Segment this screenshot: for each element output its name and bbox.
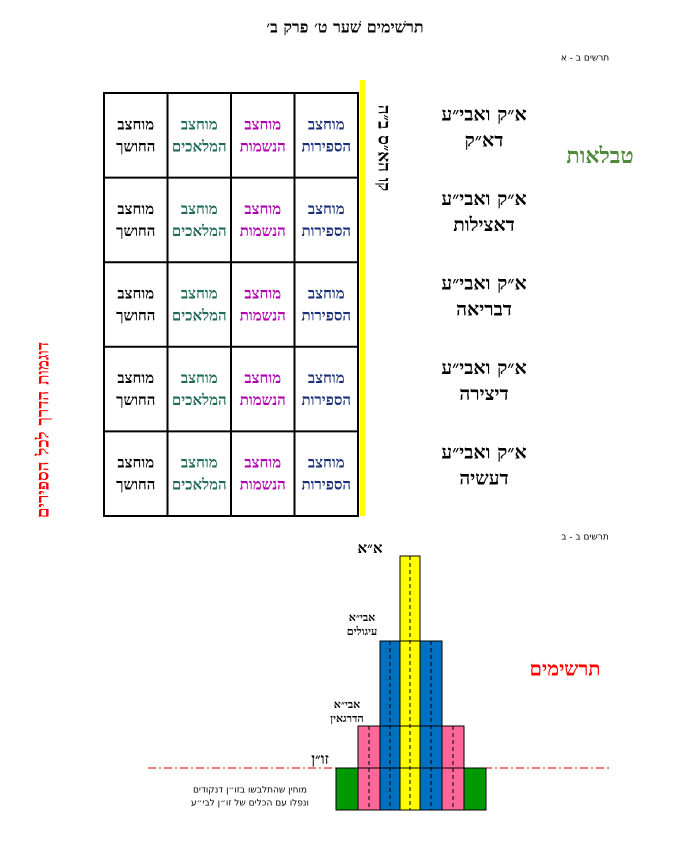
figure-label: תרשים ב - א <box>561 54 609 64</box>
chart-label: אבי״א <box>334 698 361 711</box>
cell-text: החושך <box>116 222 155 240</box>
cell-text: מוחצב <box>181 115 218 133</box>
cell-text: המלאכים <box>172 391 227 409</box>
cell-text: המלאכים <box>172 307 227 325</box>
chart-label: עיגולים <box>347 625 377 638</box>
line-label: קו הא״ס ב״ה <box>374 105 394 192</box>
cell-text: הספירות <box>301 137 351 155</box>
world-label: א״ק ואבי״ע <box>441 103 526 125</box>
cell-text: מוחצב <box>308 454 345 472</box>
bar <box>463 767 487 811</box>
cell-text: מוחצב <box>181 200 218 218</box>
cell-text: מוחצב <box>181 285 218 303</box>
chart-label: הדרגאין <box>330 712 363 725</box>
note: מוחין שהתלבשו בזו״ן דנקודים <box>193 786 307 796</box>
cell-text: הנשמות <box>240 137 286 155</box>
world-label: דיצירה <box>459 383 508 405</box>
world-label: א״ק ואבי״ע <box>441 442 526 464</box>
cell-text: מוחצב <box>244 115 281 133</box>
cell-text: הספירות <box>301 391 351 409</box>
title: תרשׁימים שׁער ט׳ פרק ב׳ <box>266 18 423 37</box>
cell-text: מוחצב <box>117 454 154 472</box>
cell-text: מוחצב <box>117 285 154 303</box>
cell-text: מוחצב <box>181 454 218 472</box>
world-label: דאצילות <box>453 214 515 236</box>
cell-text: המלאכים <box>172 476 227 494</box>
cell-text: מוחצב <box>117 200 154 218</box>
cell-text: הנשמות <box>240 307 286 325</box>
cell-text: מוחצב <box>117 115 154 133</box>
cell-text: הנשמות <box>240 222 286 240</box>
yellow-line <box>360 80 365 516</box>
chart-label: א״א <box>358 539 383 557</box>
cell-text: החושך <box>116 476 155 494</box>
cell-text: מוחצב <box>308 200 345 218</box>
cell-text: הנשמות <box>240 391 286 409</box>
cell-text: מוחצב <box>117 369 154 387</box>
cell-text: מוחצב <box>308 115 345 133</box>
cell-text: מוחצב <box>181 369 218 387</box>
side-title: טבלאות <box>566 143 633 169</box>
cell-text: מוחצב <box>244 285 281 303</box>
cell-text: מוחצב <box>308 285 345 303</box>
cell-text: הספירות <box>301 222 351 240</box>
chart-label: זו״ן <box>311 750 329 768</box>
cell-text: החושך <box>116 307 155 325</box>
world-label: א״ק ואבי״ע <box>441 188 526 210</box>
bar <box>335 767 359 811</box>
cell-text: מוחצב <box>308 369 345 387</box>
chart-title: תרשימים <box>529 657 600 681</box>
world-label: א״ק ואבי״ע <box>441 357 526 379</box>
figure-label: תרשים ב - ב <box>561 533 609 543</box>
cell-text: החושך <box>116 137 155 155</box>
world-label: דעשיה <box>459 468 508 490</box>
pyramid <box>335 555 487 811</box>
chart-label: אבי״א <box>349 611 376 624</box>
cell-text: החושך <box>116 391 155 409</box>
world-label: א״ק ואבי״ע <box>441 273 526 295</box>
cell-text: הספירות <box>301 476 351 494</box>
cell-text: מוחצב <box>244 454 281 472</box>
vertical-label: דוגמות הדרך לכל הספירים <box>34 342 54 518</box>
cell-text: המלאכים <box>172 222 227 240</box>
cell-text: מוחצב <box>244 369 281 387</box>
cell-text: הספירות <box>301 307 351 325</box>
world-label: דא״ק <box>465 129 504 151</box>
cell-text: הנשמות <box>240 476 286 494</box>
cell-text: מוחצב <box>244 200 281 218</box>
note: ונפלו עם הכלים של זו״ן לבי״ע <box>191 799 309 809</box>
world-label: דבריאה <box>456 299 512 321</box>
cell-text: המלאכים <box>172 137 227 155</box>
